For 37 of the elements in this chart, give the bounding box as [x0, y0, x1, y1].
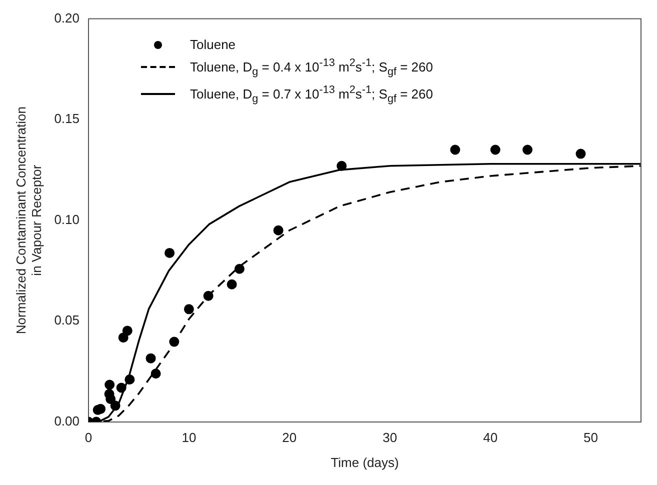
point: [273, 225, 284, 236]
legend-label: Toluene: [190, 36, 236, 54]
point: [124, 374, 135, 384]
text: Toluene, D$_{g}$ = 0.4 x 10$^{-13}$ m$^{2}$s$^{-1}$; S$_{gf}$ = 260: [190, 57, 433, 78]
point: [164, 248, 175, 258]
point: [122, 326, 132, 336]
text: Toluene, D$_{g}$ = 0.7 x 10$^{-13}$ m$^{2}$s$^{-1}$; S$_{gf}$ = 260: [190, 84, 433, 105]
x-tick-label: 50: [584, 430, 598, 446]
y-tick-label: 0.20: [54, 10, 80, 26]
point: [450, 144, 460, 155]
x-axis-title: Time (days): [330, 454, 399, 470]
point: [146, 353, 156, 364]
point: [234, 264, 244, 274]
x-tick-label: 30: [382, 430, 398, 446]
point: [110, 400, 120, 411]
point: [576, 148, 586, 159]
y-tick-label: 0.15: [54, 111, 80, 126]
y-axis-title: Normalized Contaminant Concentration in Vapour Receptor: [13, 106, 44, 334]
point: [104, 380, 115, 390]
point: [169, 336, 180, 347]
point: [226, 279, 237, 290]
point: [490, 144, 500, 155]
point: [203, 290, 214, 301]
point: [118, 332, 128, 343]
point: [106, 394, 116, 404]
y-tick-label: 0.10: [54, 212, 80, 227]
x-tick-label: 10: [182, 430, 196, 446]
point: [116, 382, 126, 393]
point: [184, 304, 194, 314]
point: [336, 160, 347, 171]
x-tick-label: 20: [282, 430, 297, 446]
y-tick-label: 0.05: [54, 312, 80, 328]
x-tick-label: 40: [483, 430, 498, 446]
point: [522, 144, 532, 155]
y-tick-label: 0.00: [54, 413, 80, 428]
point: [150, 368, 161, 379]
x-tick-label: 0: [84, 430, 92, 446]
